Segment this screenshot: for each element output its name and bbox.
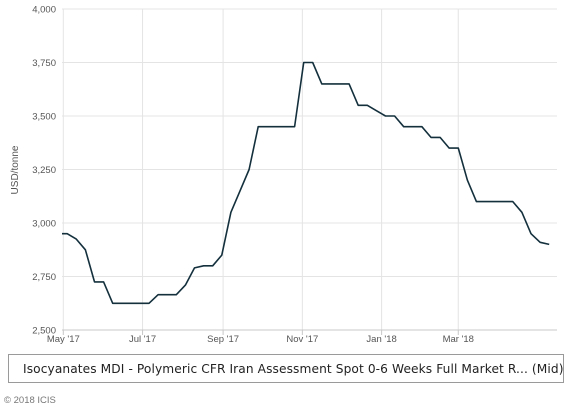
x-tick-label: Jul '17 [129, 334, 156, 345]
x-tick-label: Sep '17 [207, 334, 239, 345]
series-line[interactable] [62, 61, 550, 305]
y-axis-title: USD/tonne [10, 145, 21, 194]
x-tick-label: May '17 [47, 334, 80, 345]
y-tick-label: 4,000 [32, 5, 56, 16]
x-tick-label: Mar '18 [443, 334, 474, 345]
gridlines [62, 8, 557, 331]
series-layer [62, 61, 550, 305]
y-tick-label: 2,500 [32, 326, 56, 337]
y-tick-label: 3,250 [32, 165, 56, 176]
y-axis-ticks: 2,500 2,750 3,000 3,250 3,500 3,750 4,000 [32, 5, 56, 337]
x-tick-label: Nov '17 [286, 334, 318, 345]
x-axis-ticks: May '17 Jul '17 Sep '17 Nov '17 Jan '18 Mar '… [47, 330, 474, 345]
y-tick-label: 3,500 [32, 112, 56, 123]
x-tick-label: Jan '18 [366, 334, 396, 345]
y-tick-label: 3,750 [32, 58, 56, 69]
copyright-text: © 2018 ICIS [4, 395, 56, 406]
y-tick-label: 2,750 [32, 272, 56, 283]
legend-series-label[interactable]: Isocyanates MDI - Polymeric CFR Iran Ass… [23, 361, 564, 376]
legend[interactable]: Isocyanates MDI - Polymeric CFR Iran Ass… [8, 354, 564, 383]
y-tick-label: 3,000 [32, 219, 56, 230]
